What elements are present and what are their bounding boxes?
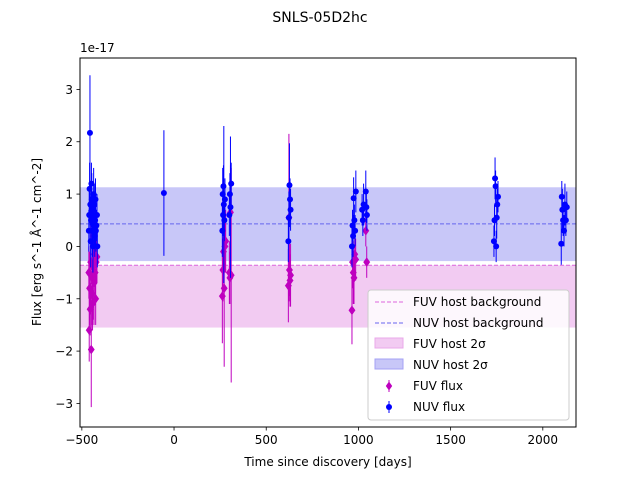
fuv-flux-point	[92, 257, 100, 268]
legend-nuv-flux-marker	[386, 401, 392, 413]
y-tick-label: 1	[65, 188, 73, 202]
legend-nuv-background-label: NUV host background	[413, 316, 543, 330]
nuv-flux-point	[220, 201, 227, 208]
nuv-flux-point	[93, 222, 100, 229]
y-axis-label: Flux [erg s^-1 Å^-1 cm^-2]	[29, 158, 44, 326]
x-tick-label: 2000	[528, 433, 559, 447]
nuv-flux-point	[363, 212, 370, 219]
legend: FUV host background NUV host background …	[367, 289, 570, 421]
nuv-flux-point	[362, 188, 369, 195]
legend-fuv-diamond	[385, 381, 393, 391]
nuv-flux-point	[221, 217, 228, 224]
x-tick-label: 0	[170, 433, 178, 447]
x-tick-label: −500	[65, 433, 98, 447]
legend-fuv-band-swatch	[374, 337, 404, 349]
y-tick-label: 0	[65, 240, 73, 254]
nuv-flux-point	[93, 212, 100, 219]
nuv-flux-point	[492, 175, 499, 182]
nuv-flux-point	[490, 238, 497, 245]
nuv-flux-point	[286, 182, 293, 189]
legend-fuv-flux-label: FUV flux	[413, 379, 463, 393]
nuv-flux-point	[351, 217, 358, 224]
fuv-flux-point	[348, 305, 356, 316]
legend-fuv-background-label: FUV host background	[413, 295, 541, 309]
plot-area	[80, 75, 576, 408]
nuv-flux-point	[285, 238, 292, 245]
nuv-flux-point	[227, 204, 234, 211]
nuv-flux-point	[563, 204, 570, 211]
nuv-flux-series	[85, 75, 570, 284]
host-background-lines	[80, 223, 576, 266]
fuv-flux-point	[287, 270, 295, 281]
nuv-flux-point	[350, 195, 357, 202]
fuv-flux-point	[220, 283, 228, 294]
chart-title: SNLS-05D2hc	[272, 10, 367, 26]
nuv-flux-point	[160, 190, 167, 197]
nuv-flux-point	[92, 196, 99, 203]
y-axis: −3 −2 −1 0 1 2 3	[55, 83, 80, 411]
fuv-flux-point	[92, 293, 100, 304]
legend-fuv-band-label: FUV host 2σ	[413, 337, 486, 351]
y-tick-label: 2	[65, 135, 73, 149]
y-axis-offset-text: 1e-17	[80, 41, 115, 55]
legend-nuv-flux-label: NUV flux	[413, 400, 465, 414]
x-tick-label: 500	[255, 433, 278, 447]
legend-nuv-band-swatch	[374, 358, 404, 370]
nuv-flux-point	[92, 227, 99, 234]
y-tick-label: −3	[55, 397, 73, 411]
plot-frame	[79, 57, 577, 428]
nuv-flux-point	[494, 201, 501, 208]
nuv-flux-point	[352, 227, 359, 234]
nuv-flux-point	[287, 206, 294, 213]
nuv-flux-point	[492, 183, 499, 190]
nuv-flux-point	[226, 212, 233, 219]
fuv-flux-point	[352, 254, 360, 265]
fuv-flux-point	[363, 257, 371, 268]
y-tick-label: −2	[55, 345, 73, 359]
nuv-flux-point	[562, 217, 569, 224]
nuv-flux-point	[495, 193, 502, 200]
nuv-flux-point	[359, 217, 366, 224]
x-axis: −500 0 500 1000 1500 2000	[65, 427, 558, 447]
nuv-flux-point	[493, 243, 500, 250]
nuv-flux-point	[228, 180, 235, 187]
nuv-flux-point	[559, 206, 566, 213]
legend-fuv-flux-marker	[385, 380, 393, 392]
x-axis-label: Time since discovery [days]	[243, 455, 411, 469]
nuv-flux-point	[493, 214, 500, 221]
nuv-flux-point	[221, 196, 228, 203]
nuv-flux-point	[363, 204, 370, 211]
nuv-flux-point	[86, 129, 93, 136]
y-tick-label: −1	[55, 292, 73, 306]
legend-nuv-circle	[386, 404, 392, 410]
x-tick-label: 1500	[435, 433, 466, 447]
fuv-flux-point	[227, 270, 235, 281]
nuv-flux-point	[558, 240, 565, 247]
fuv-flux-point	[87, 344, 95, 355]
nuv-flux-point	[558, 193, 565, 200]
x-tick-label: 1000	[343, 433, 374, 447]
nuv-flux-point	[226, 191, 233, 198]
nuv-flux-point	[352, 188, 359, 195]
legend-nuv-band-label: NUV host 2σ	[413, 358, 488, 372]
nuv-flux-point	[287, 196, 294, 203]
nuv-flux-point	[94, 243, 101, 250]
nuv-flux-point	[348, 243, 355, 250]
y-tick-label: 3	[65, 83, 73, 97]
legend-box	[367, 289, 570, 421]
